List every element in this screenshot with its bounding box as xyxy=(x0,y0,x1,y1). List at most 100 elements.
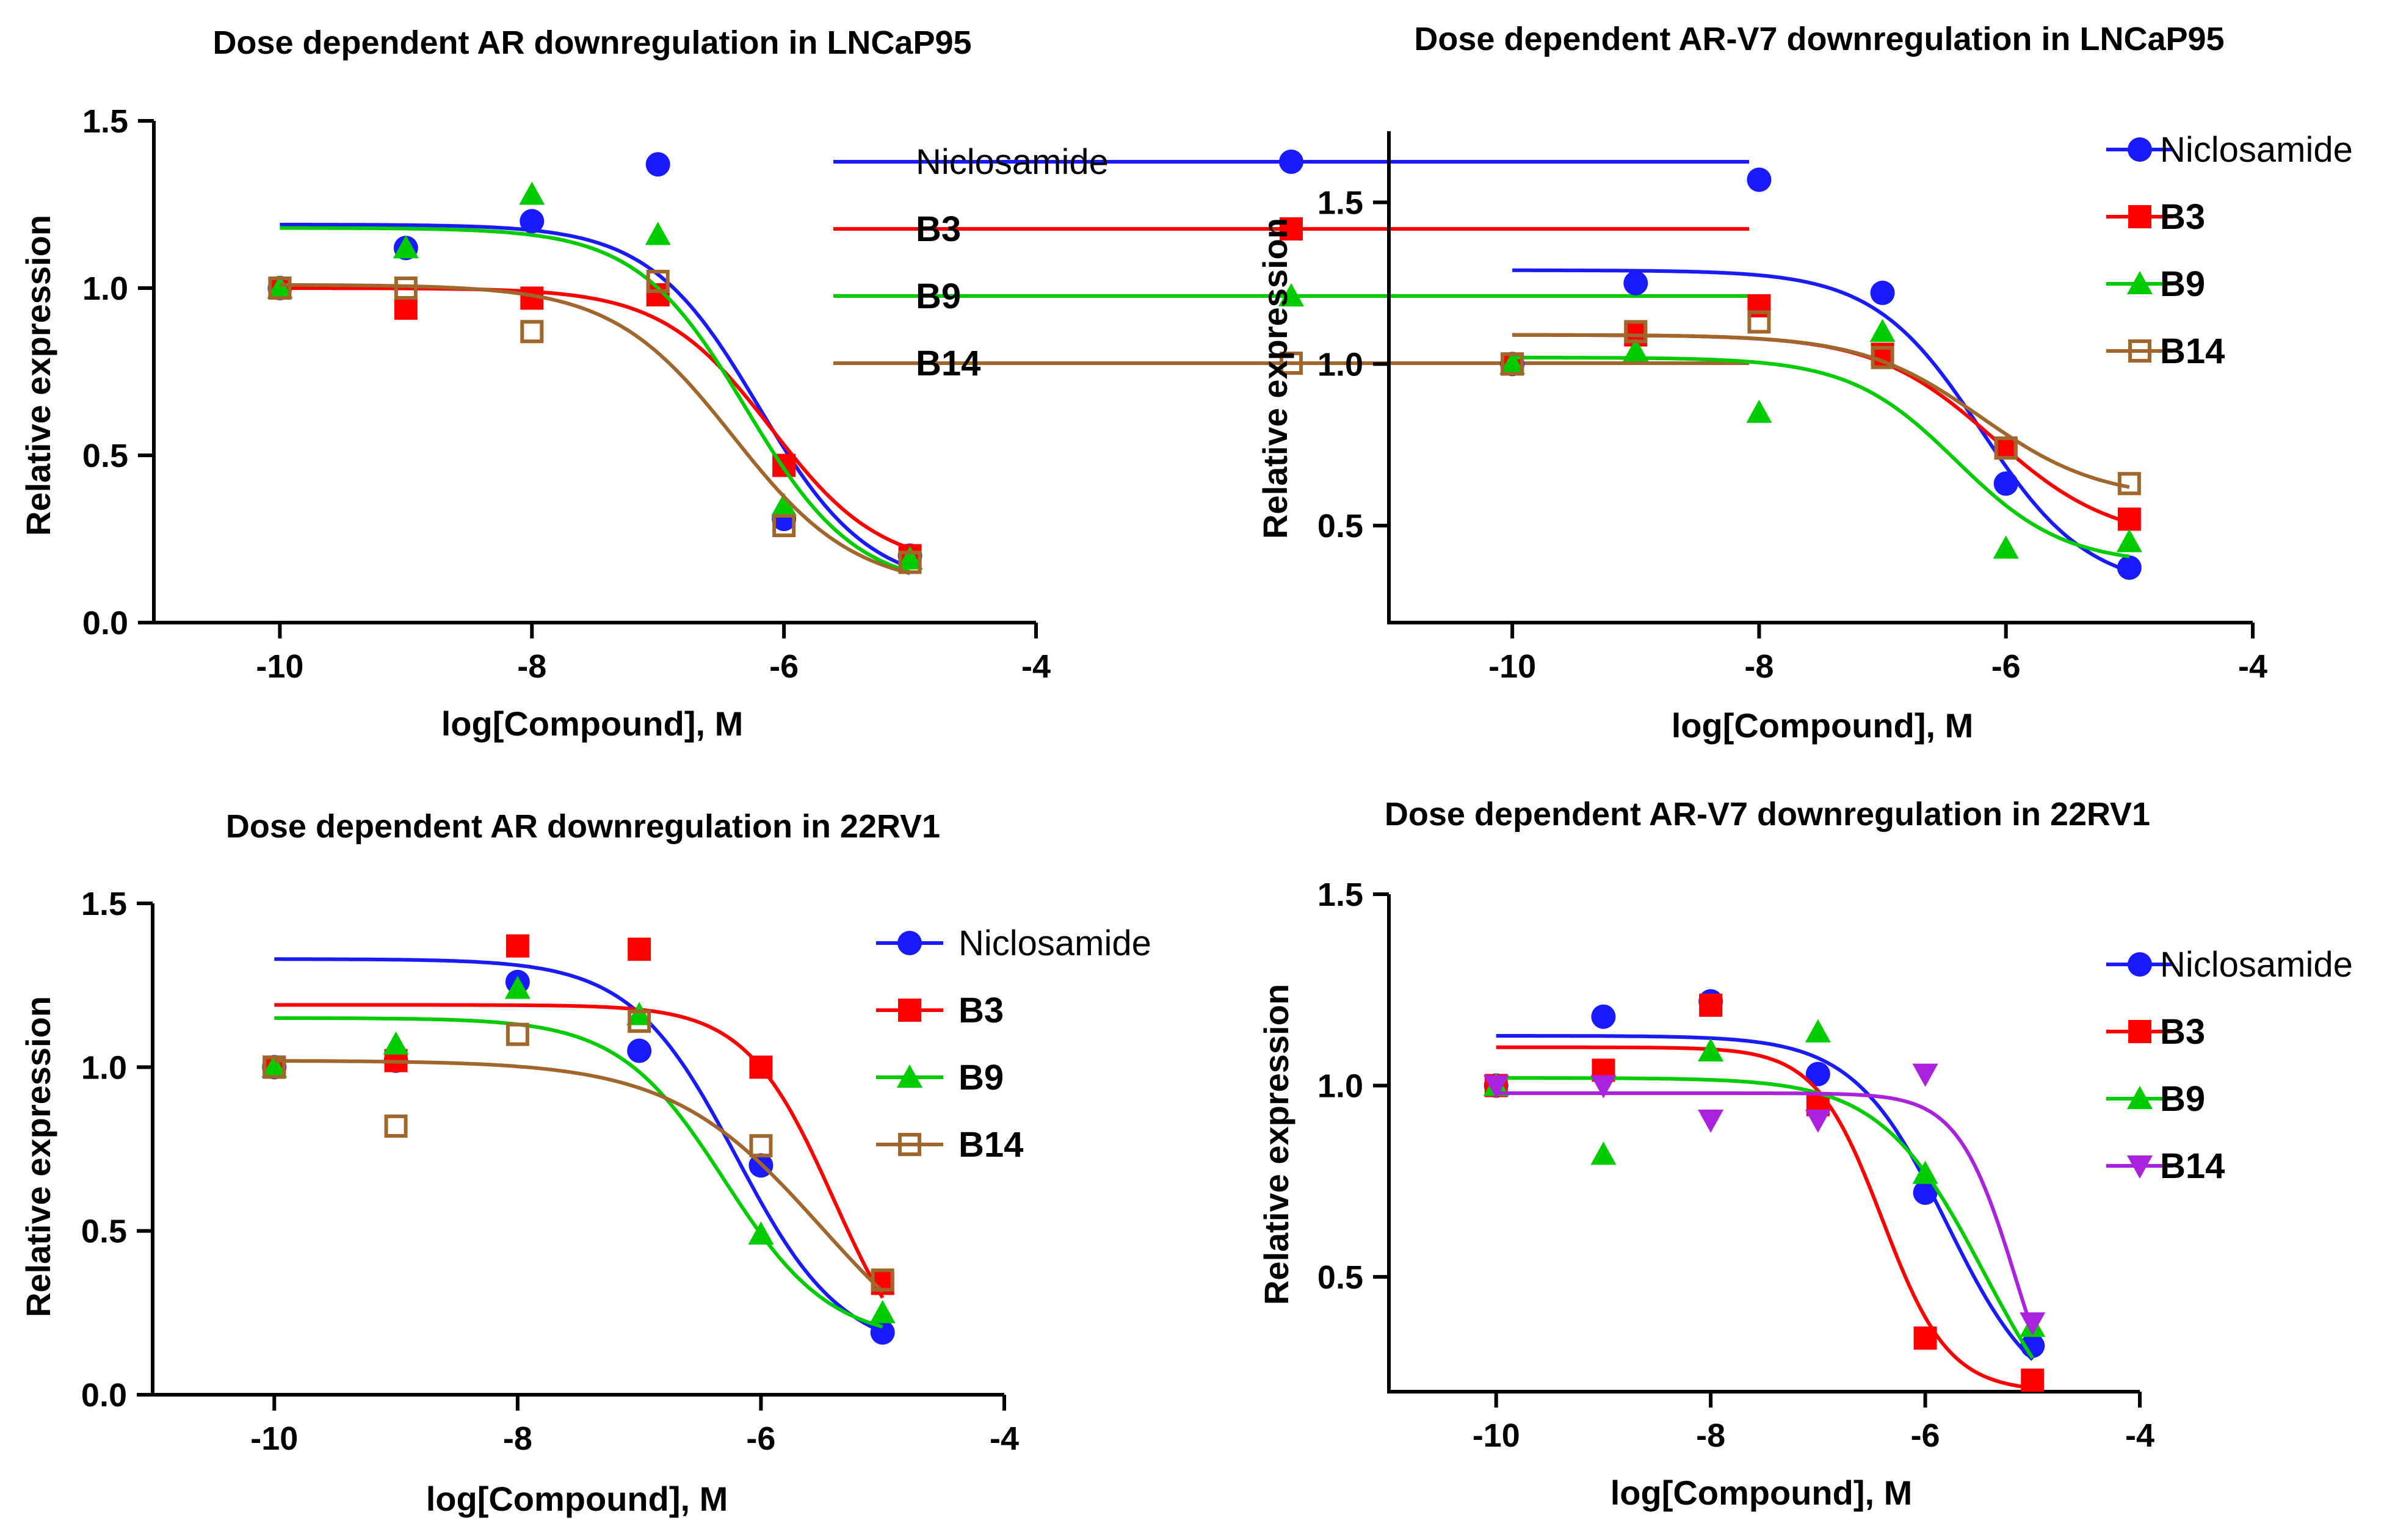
x-axis-label: log[Compound], M xyxy=(1672,706,1974,745)
series-b9 xyxy=(1483,1019,2046,1359)
fit-curve-b9 xyxy=(280,226,911,574)
series-b14 xyxy=(1501,310,2141,496)
data-point-b14 xyxy=(2117,472,2141,496)
chart-panel-22rv1-ar: Dose dependent AR downregulation in 22RV… xyxy=(19,808,1151,1518)
x-tick-label: -8 xyxy=(503,1420,532,1457)
data-point-b14 xyxy=(505,1022,529,1046)
data-point-b3 xyxy=(394,296,418,320)
fit-curve-b9 xyxy=(274,1016,883,1329)
fit-curve-b3 xyxy=(274,1003,885,1299)
data-point-b14 xyxy=(1590,1075,1617,1099)
fit-curve-b9 xyxy=(1496,1076,2034,1359)
legend-marker-niclosamide xyxy=(897,931,922,955)
legend-label-niclosamide: Niclosamide xyxy=(958,924,1151,963)
data-point-b14 xyxy=(394,277,418,300)
x-tick-label: -8 xyxy=(517,648,546,685)
legend-marker-niclosamide xyxy=(1279,150,1303,174)
x-tick-label: -6 xyxy=(746,1420,775,1457)
y-tick-label: 0.5 xyxy=(81,1213,127,1250)
data-point-b14 xyxy=(1747,310,1771,334)
fit-curve-niclosamide xyxy=(280,223,911,569)
plot-area: -10 -8 -6 -4 0.0 0.5 1.0 1.5 xyxy=(82,103,1749,685)
data-point-b3 xyxy=(505,934,529,958)
y-tick-label: 0.5 xyxy=(1317,1259,1363,1296)
x-tick-label: -4 xyxy=(990,1420,1019,1457)
y-tick-label: 1.0 xyxy=(81,1049,127,1086)
legend-label-b9: B9 xyxy=(2160,264,2205,304)
series-b3 xyxy=(1484,993,2045,1392)
fit-curve-b14 xyxy=(1496,1091,2035,1332)
legend: Niclosamide B3 B9 B14 xyxy=(2160,945,2353,1186)
series-niclosamide xyxy=(1500,167,2142,580)
series-b9 xyxy=(267,181,923,574)
legend-marker-b3 xyxy=(2128,205,2151,228)
data-point-niclosamide xyxy=(645,152,670,177)
y-tick-label: 0.0 xyxy=(81,1377,127,1414)
fit-curve-niclosamide xyxy=(274,957,883,1334)
series-b14 xyxy=(1483,1063,2046,1336)
data-point-b14 xyxy=(520,320,544,344)
x-tick-label: -4 xyxy=(1021,648,1051,685)
y-tick-label: 1.0 xyxy=(1317,346,1363,383)
y-tick-label: 0.5 xyxy=(1317,508,1363,544)
x-tick-label: -10 xyxy=(1473,1417,1520,1454)
data-point-niclosamide xyxy=(627,1038,652,1063)
legend-marker-b9 xyxy=(897,1065,922,1088)
data-point-b9 xyxy=(267,275,293,298)
x-tick-label: -4 xyxy=(2125,1417,2154,1454)
data-point-niclosamide xyxy=(1623,270,1648,295)
legend-marker-b14 xyxy=(2127,1155,2153,1179)
data-point-b14 xyxy=(268,277,292,300)
y-axis-label: Relative expression xyxy=(1256,218,1294,539)
x-tick-label: -6 xyxy=(1991,648,2021,685)
legend-marker-b3 xyxy=(2128,1020,2151,1043)
data-point-b9 xyxy=(897,546,923,569)
legend-label-b3: B3 xyxy=(958,991,1004,1030)
x-tick-label: -10 xyxy=(1488,648,1536,685)
data-point-b14 xyxy=(646,270,670,294)
y-tick-label: 1.0 xyxy=(82,270,128,307)
fit-curve-b3 xyxy=(280,286,911,551)
data-point-b9 xyxy=(1499,351,1526,375)
data-point-niclosamide xyxy=(520,209,545,234)
x-axis-label: log[Compound], M xyxy=(441,704,744,743)
fit-curve-b9 xyxy=(1512,355,2130,559)
series-b14 xyxy=(268,270,922,576)
x-tick-label: -6 xyxy=(769,648,799,685)
legend-label-b14: B14 xyxy=(916,344,980,383)
chart-title: Dose dependent AR-V7 downregulation in L… xyxy=(1414,21,2224,57)
legend: Niclosamide B3 B9 B14 xyxy=(958,924,1151,1165)
x-tick-label: -8 xyxy=(1696,1417,1725,1454)
data-point-b14 xyxy=(263,1055,286,1079)
data-point-b14 xyxy=(1912,1063,1938,1087)
data-point-b9 xyxy=(1912,1160,1938,1184)
x-axis-label: log[Compound], M xyxy=(1611,1473,1913,1512)
series-b14 xyxy=(263,1010,894,1293)
data-point-b9 xyxy=(771,493,797,516)
legend-marker-niclosamide xyxy=(2128,952,2152,977)
data-point-b9 xyxy=(1805,1019,1831,1043)
data-point-b14 xyxy=(1624,320,1648,344)
data-point-b9 xyxy=(1590,1141,1617,1165)
data-point-b14 xyxy=(1483,1075,1509,1099)
data-point-niclosamide xyxy=(1870,280,1895,305)
legend-marker-b9 xyxy=(2127,271,2153,294)
fit-curve-b14 xyxy=(280,283,911,576)
data-point-b14 xyxy=(628,1010,651,1033)
legend: Niclosamide B3 B9 B14 xyxy=(916,142,1109,383)
data-point-niclosamide xyxy=(1805,1061,1830,1086)
legend-label-b3: B3 xyxy=(2160,1012,2205,1052)
series-b3 xyxy=(1501,294,2141,531)
chart-panel-22rv1-arv7: Dose dependent AR-V7 downregulation in 2… xyxy=(1257,796,2353,1512)
data-point-b14 xyxy=(2020,1312,2046,1336)
legend-label-b9: B9 xyxy=(958,1058,1004,1097)
data-point-b9 xyxy=(519,181,545,205)
legend-label-b14: B14 xyxy=(2160,1146,2225,1186)
legend-label-b9: B9 xyxy=(2160,1079,2205,1119)
plot-area: -10 -8 -6 -4 0.5 1.0 1.5 xyxy=(1317,131,2267,685)
data-point-niclosamide xyxy=(1913,1180,1938,1205)
legend-label-b9: B9 xyxy=(916,277,961,316)
fit-curve-niclosamide xyxy=(1496,1034,2034,1361)
x-tick-label: -4 xyxy=(2238,648,2267,685)
data-point-b14 xyxy=(1698,1109,1724,1133)
